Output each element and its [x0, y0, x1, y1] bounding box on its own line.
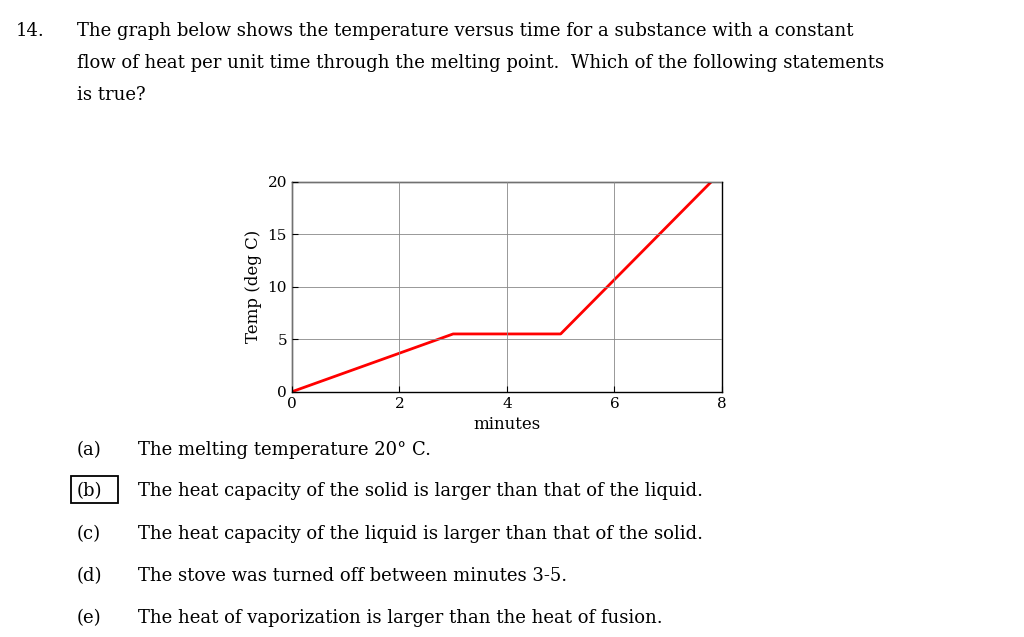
Text: The heat capacity of the solid is larger than that of the liquid.: The heat capacity of the solid is larger… — [138, 482, 703, 500]
Text: The heat of vaporization is larger than the heat of fusion.: The heat of vaporization is larger than … — [138, 609, 663, 627]
Text: flow of heat per unit time through the melting point.  Which of the following st: flow of heat per unit time through the m… — [77, 54, 884, 72]
Text: The stove was turned off between minutes 3-5.: The stove was turned off between minutes… — [138, 567, 567, 585]
Text: The melting temperature 20° C.: The melting temperature 20° C. — [138, 441, 431, 459]
Text: (b): (b) — [77, 482, 102, 500]
Text: 14.: 14. — [15, 22, 44, 40]
Text: The graph below shows the temperature versus time for a substance with a constan: The graph below shows the temperature ve… — [77, 22, 853, 40]
Text: (e): (e) — [77, 609, 101, 627]
Text: is true?: is true? — [77, 86, 145, 104]
Text: (c): (c) — [77, 525, 101, 543]
Text: The heat capacity of the liquid is larger than that of the solid.: The heat capacity of the liquid is large… — [138, 525, 703, 543]
Text: (d): (d) — [77, 567, 102, 585]
Y-axis label: Temp (deg C): Temp (deg C) — [245, 230, 262, 343]
X-axis label: minutes: minutes — [473, 416, 541, 433]
Text: (a): (a) — [77, 441, 101, 459]
